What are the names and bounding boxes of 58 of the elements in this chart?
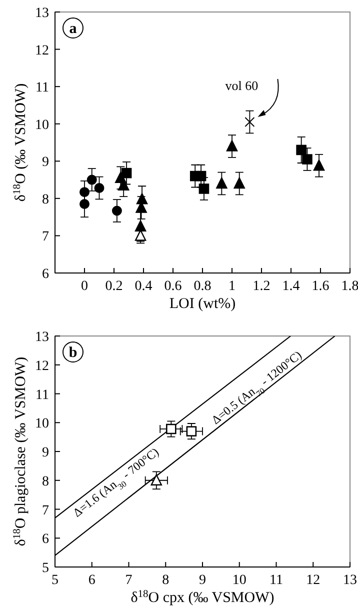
point: [134, 220, 146, 232]
x-tick-label: 1: [228, 279, 236, 294]
x-tick-label: 1.4: [282, 279, 300, 294]
x-tick-label: 1.6: [312, 279, 330, 294]
y-tick-label: 9: [42, 446, 49, 460]
x-tick-label: 0.4: [134, 279, 152, 294]
y-tick-label: 6: [42, 532, 49, 548]
y-tick-label: 7: [42, 503, 49, 518]
x-tick-label: 8: [162, 573, 170, 588]
y-tick-label: 12: [35, 358, 49, 374]
point: [313, 160, 325, 171]
x-tick-label: 0.6: [164, 279, 182, 294]
text: a: [69, 21, 78, 37]
x-axis-title: δ$^{18}$O cpx (‰ VSMOW): [130, 588, 274, 606]
y-tick-label: 13: [35, 330, 49, 345]
point: [244, 116, 255, 127]
point: [86, 174, 97, 185]
point: [150, 474, 162, 486]
y-tick-label: 11: [36, 80, 49, 96]
y-tick-label: 8: [42, 474, 49, 490]
y-tick-label: 8: [42, 192, 49, 208]
x-tick-label: 0.8: [194, 279, 212, 294]
annotation: vol 60: [225, 78, 258, 93]
x-tick-label: 12: [306, 573, 320, 588]
y-tick-label: 9: [42, 155, 49, 170]
x-axis-title: LOI (wt%): [169, 296, 236, 312]
y-tick-label: 5: [42, 561, 49, 576]
y-tick-label: 11: [36, 388, 49, 403]
x-tick-label: 10: [232, 573, 246, 588]
point: [166, 424, 176, 434]
point: [226, 140, 238, 152]
x-tick-label: 6: [88, 573, 96, 588]
x-tick-label: 0: [81, 279, 88, 294]
y-tick-label: 7: [42, 230, 49, 245]
point: [296, 144, 306, 156]
point: [186, 426, 197, 436]
y-tick-label: 10: [35, 416, 49, 432]
x-tick-label: 13: [343, 573, 357, 588]
point: [216, 177, 228, 189]
point: [80, 187, 90, 198]
text: b: [68, 345, 78, 361]
y-tick-label: 6: [42, 267, 49, 282]
x-tick-label: 9: [199, 573, 206, 588]
y-tick-label: 13: [35, 6, 49, 21]
point: [112, 206, 122, 216]
point: [234, 177, 245, 189]
y-tick-label: 10: [35, 118, 49, 133]
point: [198, 184, 210, 194]
x-tick-label: 1.2: [252, 279, 270, 294]
point: [94, 182, 104, 193]
x-tick-label: 7: [125, 573, 132, 588]
x-tick-label: 0.2: [105, 279, 123, 294]
point: [121, 168, 132, 178]
x-tick-label: 11: [270, 573, 283, 588]
y-tick-label: 12: [35, 43, 49, 58]
point: [302, 154, 312, 164]
x-tick-label: 1.8: [341, 279, 358, 294]
x-tick-label: 5: [52, 573, 58, 588]
